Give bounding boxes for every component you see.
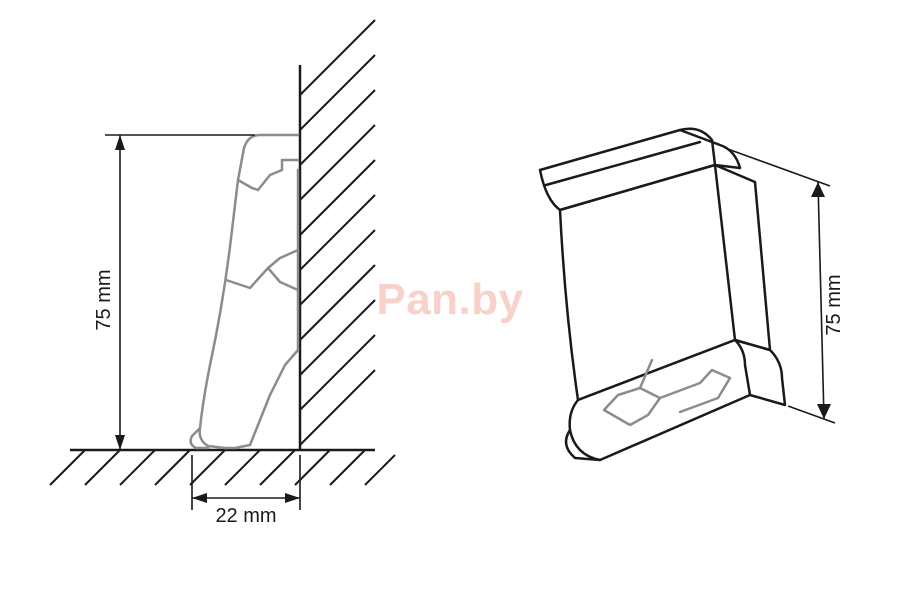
technical-drawing: 75 mm 22 mm: [0, 0, 900, 600]
height-dimension-label: 75 mm: [93, 269, 115, 330]
depth-dimension-label: 22 mm: [215, 505, 276, 527]
wall-hatch: [300, 20, 375, 445]
section-view: 75 mm 22 mm: [50, 20, 395, 527]
floor-hatch: [50, 450, 395, 485]
isometric-view: 75 mm: [540, 129, 845, 460]
front-cover-profile: [191, 135, 298, 448]
height-dimension: [105, 135, 255, 450]
iso-height-dimension-label: 75 mm: [823, 274, 845, 335]
